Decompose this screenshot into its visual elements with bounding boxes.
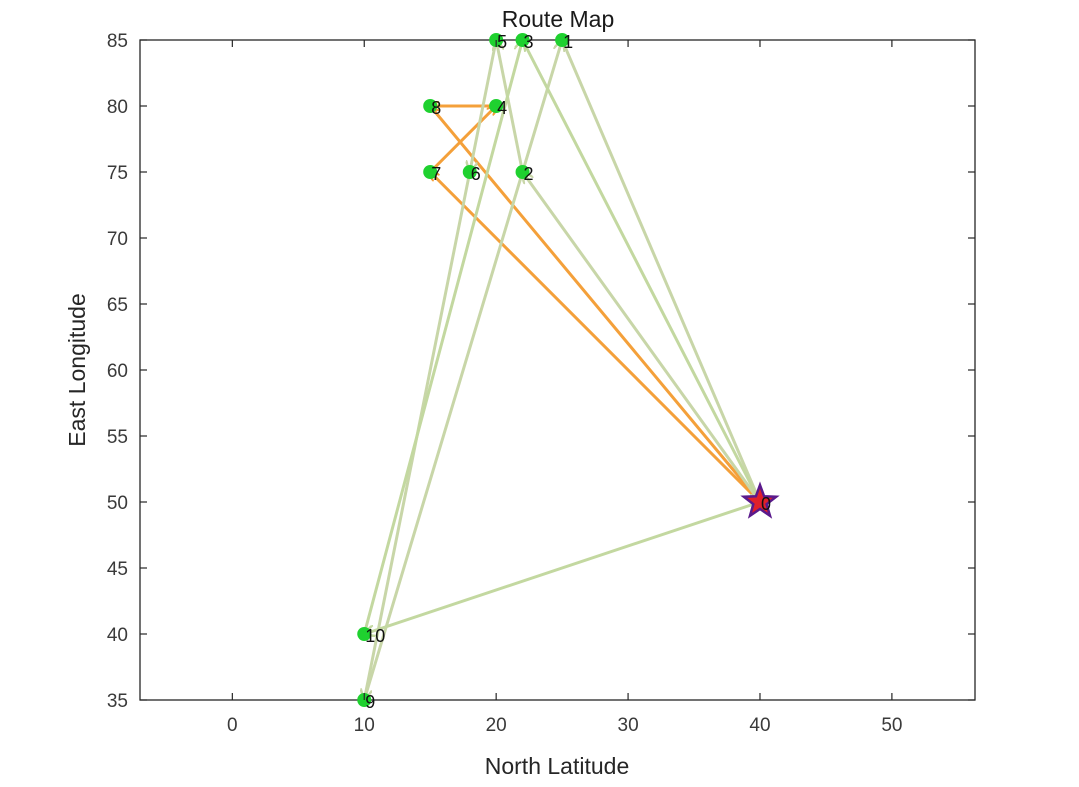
customer-node-3 [515,33,530,47]
plot-area [139,39,976,701]
x-tick-label: 10 [354,715,375,736]
customer-node-6 [462,165,477,179]
y-tick-label: 85 [107,31,128,52]
x-axis-title: North Latitude [485,753,629,779]
x-tick-label: 40 [749,715,770,736]
x-tick-label: 0 [227,715,238,736]
y-axis-title: East Longitude [64,293,90,446]
y-tick-label: 70 [107,229,128,250]
customer-node-4 [489,99,504,113]
customer-node-10 [357,627,372,641]
customer-node-2 [515,165,530,179]
route-1-segment [428,106,496,174]
x-tick-label: 30 [618,715,639,736]
customer-node-label: 8 [431,98,441,118]
customer-node-label: 1 [563,32,573,52]
customer-node-label: 9 [365,692,375,712]
x-tick-label: 20 [486,715,507,736]
route-1-segment [430,172,762,504]
customer-node-label: 10 [365,626,385,646]
route-3-segment [364,500,762,634]
customer-node-7 [423,165,438,179]
route-2-segment [523,172,762,504]
customer-node-label: 6 [471,164,481,184]
route-3-segment [362,40,522,636]
route-2-segment [470,38,498,172]
customer-node-1 [555,33,570,47]
route-3-segment [521,38,760,502]
y-tick-label: 65 [107,295,128,316]
x-axis-ticks: 0 10 20 30 40 50 [227,40,902,736]
customer-node-label: 3 [524,32,534,52]
y-tick-label: 40 [107,625,128,646]
customer-node-label: 5 [497,32,507,52]
depot-label: 0 [761,494,771,514]
customer-node-label: 7 [431,164,441,184]
y-tick-label: 35 [107,691,128,712]
customer-node-label: 4 [497,98,507,118]
routes-layer [364,40,760,700]
chart-title: Route Map [502,6,615,32]
route-2-segment [560,38,760,502]
y-tick-label: 45 [107,559,128,580]
customer-node-label: 2 [524,164,534,184]
customer-node-8 [423,99,438,113]
y-tick-label: 55 [107,427,128,448]
nodes-layer [357,33,780,707]
depot-star-marker [740,481,780,519]
node-labels-layer: 1 2 3 4 5 6 7 8 9 10 0 [365,32,771,712]
x-tick-label: 50 [881,715,902,736]
y-tick-label: 50 [107,493,128,514]
y-tick-label: 80 [107,97,128,118]
route-2-segment [362,40,562,702]
route-1-segment [428,104,760,502]
y-tick-label: 75 [107,163,128,184]
route-2-segment [496,40,525,174]
y-tick-label: 60 [107,361,128,382]
